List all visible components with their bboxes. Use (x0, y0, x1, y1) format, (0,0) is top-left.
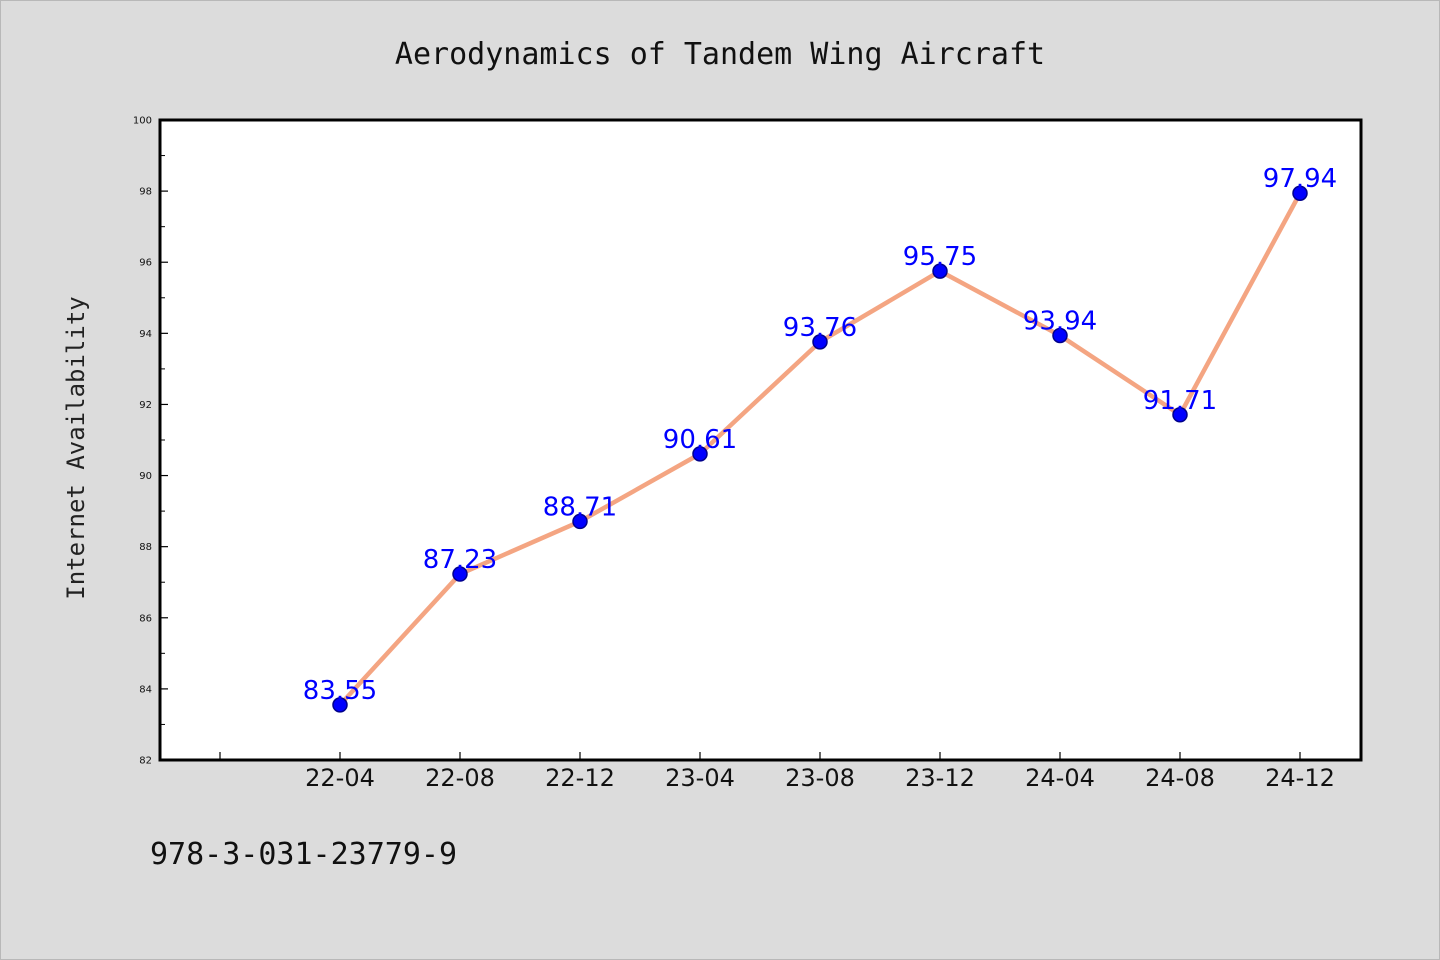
y-tick-label: 100 (133, 116, 152, 127)
data-point (692, 446, 708, 462)
data-label: 88.71 (543, 492, 617, 522)
x-tick-label: 22-04 (305, 764, 375, 792)
y-tick-label: 94 (139, 329, 152, 340)
data-point (452, 566, 468, 582)
data-point (572, 513, 588, 530)
y-axis: 82 84 86 88 90 92 94 96 98 100 (133, 116, 168, 767)
data-point (812, 334, 828, 350)
data-label: 95.75 (903, 242, 977, 272)
chart-title: Aerodynamics of Tandem Wing Aircraft (395, 37, 1045, 72)
x-tick-label: 22-08 (425, 764, 495, 792)
y-tick-label: 98 (139, 187, 152, 198)
y-tick-label: 96 (139, 258, 152, 269)
series-0: 83.55 87.23 88.71 90.61 93.76 95.75 93.94 91.71… (303, 164, 1337, 713)
x-tick-label: 23-04 (665, 764, 735, 792)
x-tick-label: 22-12 (545, 764, 615, 792)
y-tick-label: 88 (139, 542, 152, 553)
data-label: 90.61 (663, 425, 737, 455)
data-label: 93.76 (783, 313, 857, 343)
x-tick-label: 24-08 (1145, 764, 1215, 792)
y-tick-label: 84 (139, 684, 152, 695)
x-tick-label: 23-12 (905, 764, 975, 792)
x-tick-label: 23-08 (785, 764, 855, 792)
data-label: 91.71 (1143, 386, 1217, 416)
data-point (1172, 407, 1188, 423)
data-label: 83.55 (303, 676, 377, 706)
data-label: 87.23 (423, 545, 497, 575)
data-point (1052, 327, 1068, 344)
x-tick-label: 24-04 (1025, 764, 1095, 792)
data-label: 97.94 (1263, 164, 1337, 194)
y-tick-label: 86 (139, 613, 152, 624)
y-axis-label: Internet Availability (62, 296, 90, 599)
x-axis: 22-04 22-08 22-12 23-04 23-08 23-12 24-04 24-08… (219, 752, 1335, 792)
plot-area (158, 118, 1363, 762)
isbn-text: 978-3-031-23779-9 (150, 837, 457, 872)
y-tick-label: 90 (139, 471, 152, 482)
y-tick-label: 92 (139, 400, 152, 411)
data-point (332, 697, 348, 713)
y-tick-label: 82 (139, 756, 152, 767)
data-label: 93.94 (1023, 306, 1097, 336)
data-point (932, 263, 948, 279)
x-tick-label: 24-12 (1265, 764, 1335, 792)
data-point (1292, 185, 1308, 201)
